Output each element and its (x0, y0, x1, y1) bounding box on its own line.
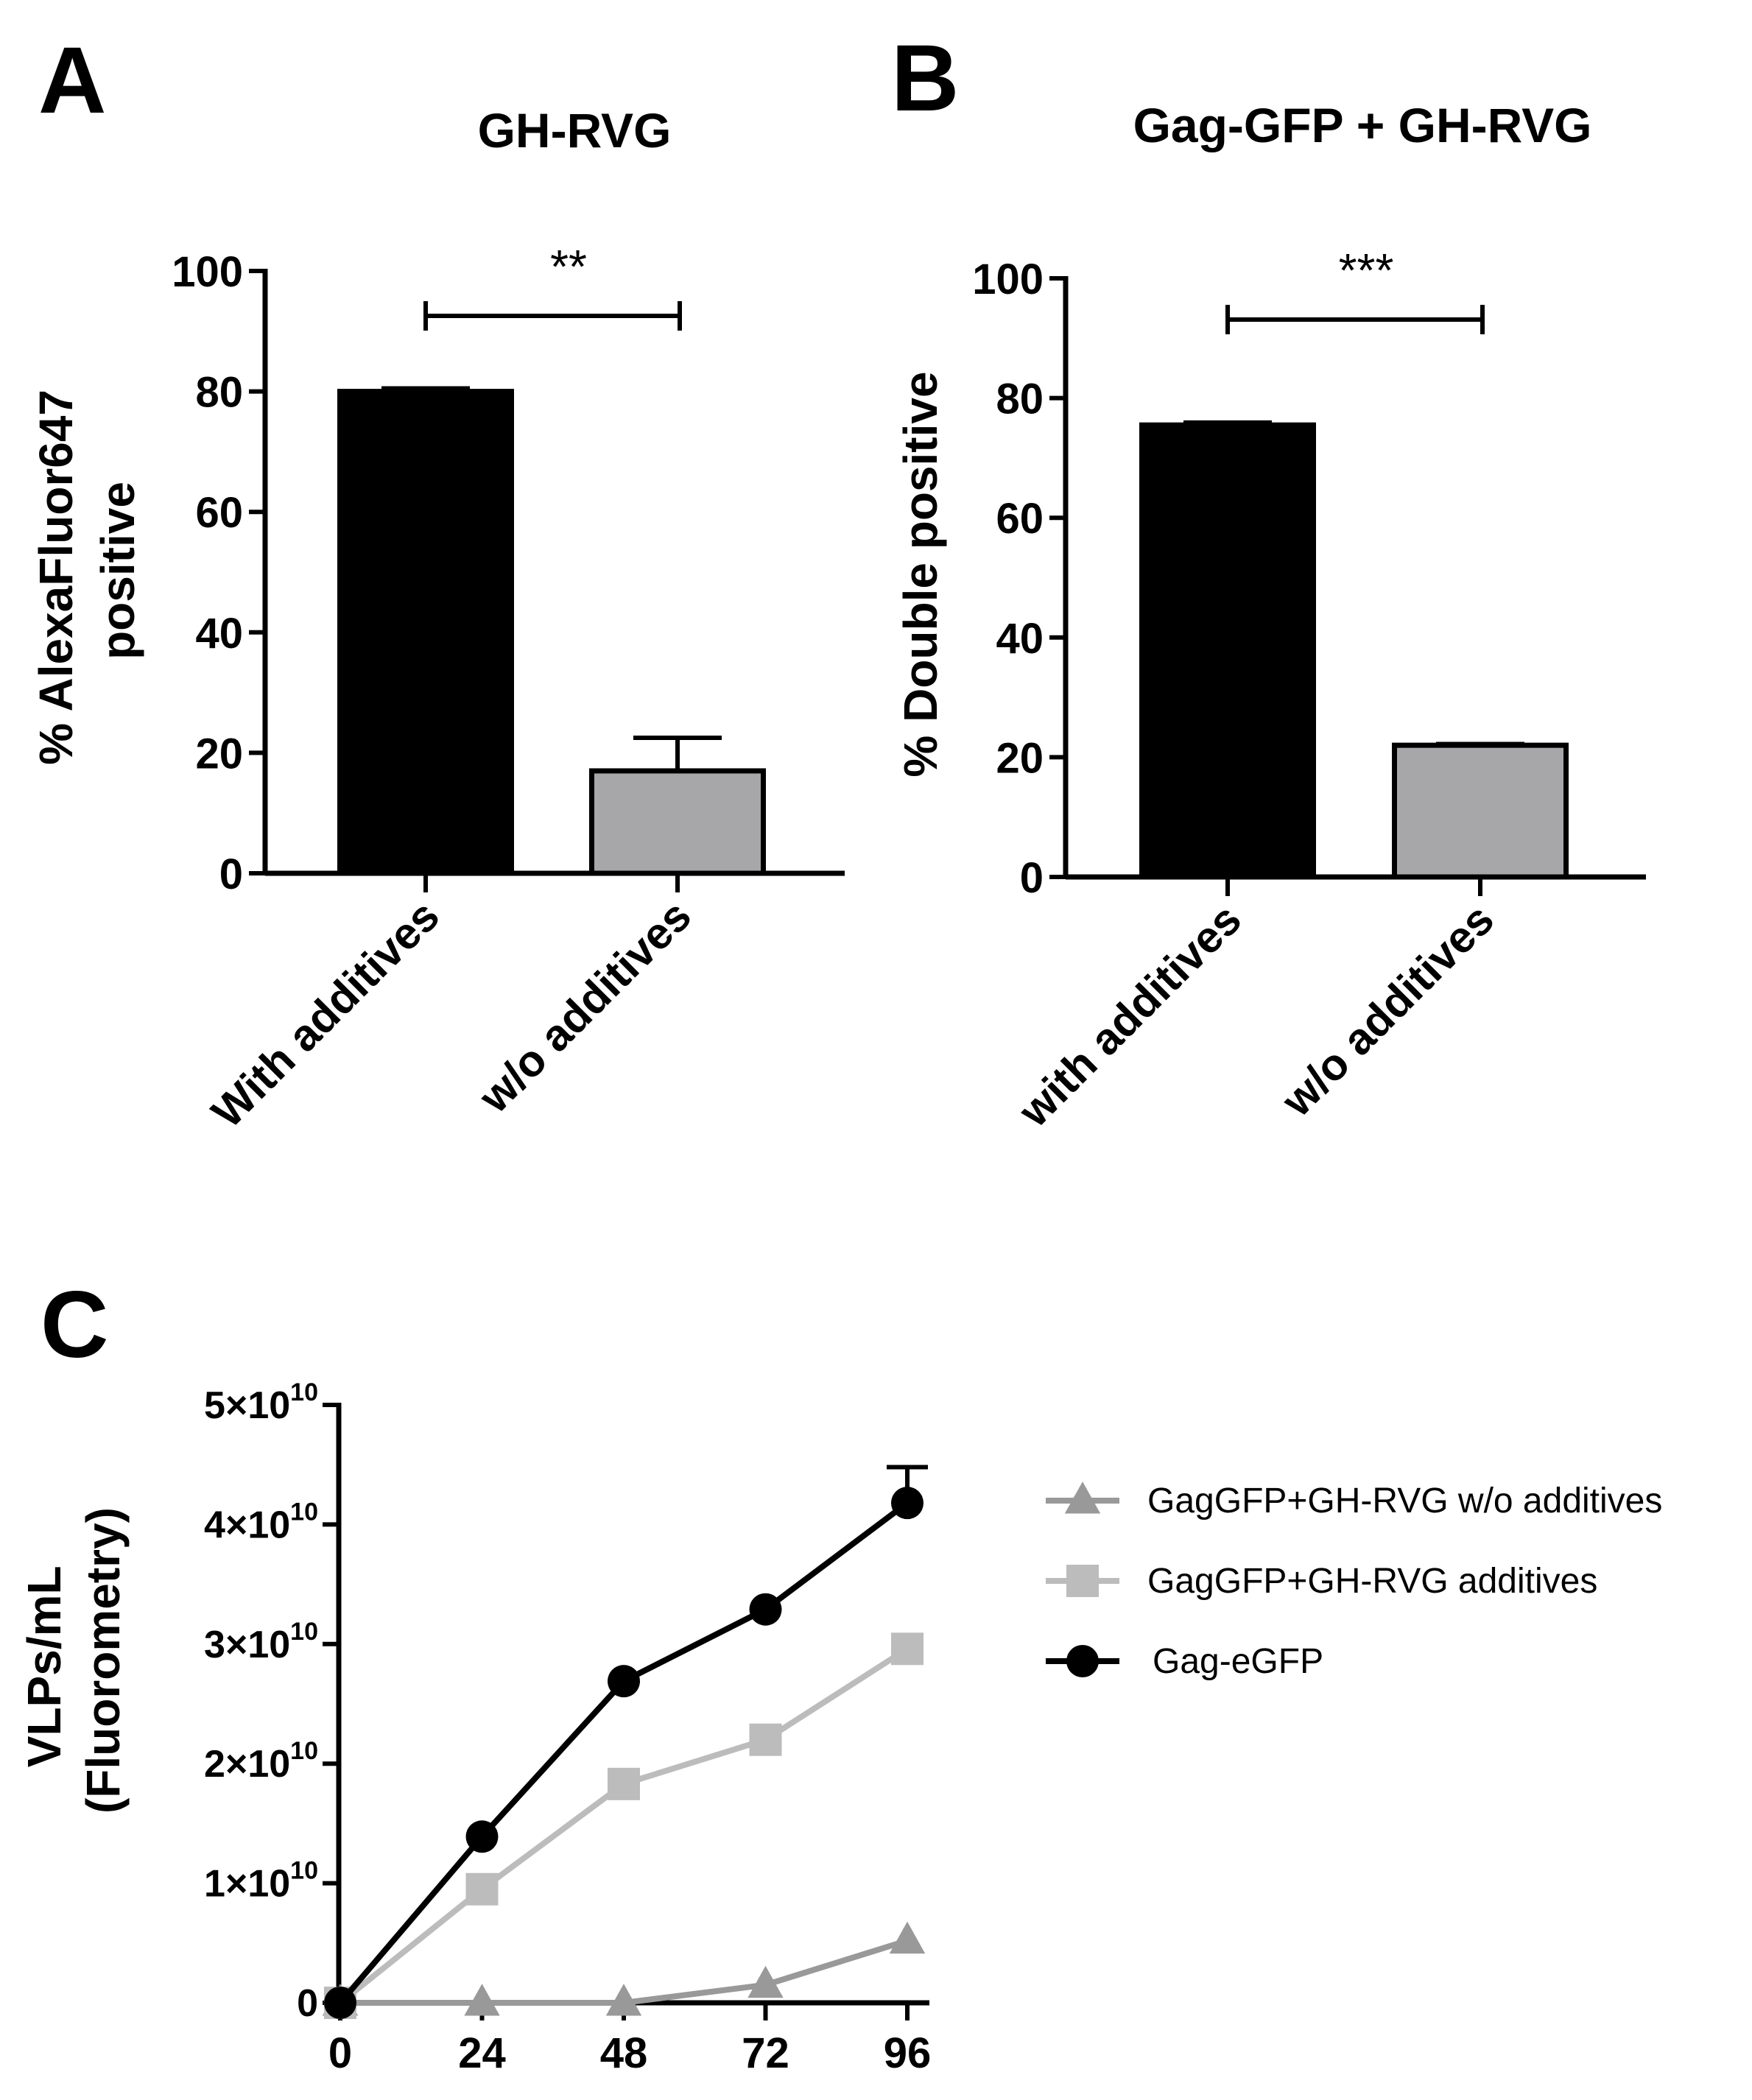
panel-c-data-point (465, 1872, 499, 1906)
panel-c-data-point (605, 1984, 642, 2016)
panel-a-y-tick-label: 40 (195, 610, 243, 658)
panel-c-y-tick-exponent: 10 (290, 1498, 318, 1526)
panel-c-legend-marker (1064, 1481, 1101, 1514)
panel-c-y-tick-base: 4×10 (204, 1504, 290, 1546)
panel-c-y-tick-exponent: 10 (290, 1857, 318, 1885)
panel-c-y-tick-exponent: 10 (290, 1737, 318, 1765)
panel-a-bar (589, 768, 766, 876)
panel-c-y-tick-label: 2×1010 (204, 1737, 318, 1786)
panel-a-bar (337, 389, 514, 876)
panel-letter-b: B (891, 26, 959, 131)
panel-c-y-tick-base: 2×10 (204, 1743, 290, 1786)
panel-b-y-tick-label: 80 (996, 376, 1044, 423)
panel-c-x-tick-label: 72 (742, 2029, 789, 2077)
panel-b-bar (1139, 422, 1316, 880)
panel-c-x-tick-label: 0 (328, 2029, 352, 2077)
panel-c-legend-label: GagGFP+GH-RVG w/o additives (1147, 1481, 1662, 1521)
panel-c-y-tick-exponent: 10 (290, 1378, 318, 1406)
panel-a-y-tick-label: 80 (195, 369, 243, 417)
panel-c-data-point (608, 1767, 640, 1800)
panel-b-y-tick-label: 20 (996, 734, 1044, 782)
panel-c-y-tick-label: 0 (297, 1982, 318, 2025)
panel-c-line-chart: VLPs/mL (Fluorometry) 01×10102×10103×101… (18, 1378, 1662, 2077)
panel-c-series-line (337, 1500, 910, 2005)
panel-b-category-label: with additives (1009, 895, 1251, 1137)
panel-c-data-point (608, 1665, 640, 1698)
panel-a-y-axis-label-line1: % AlexaFluor647 (29, 390, 82, 765)
panel-letter-a: A (38, 28, 106, 133)
panel-a-category-label: w/o additives (469, 891, 700, 1122)
panel-c-data-point (749, 1593, 782, 1626)
panel-b-category-label: w/o additives (1272, 895, 1503, 1126)
panel-c-y-axis-label-line2: (Fluorometry) (77, 1507, 130, 1814)
panel-c-y-tick-label: 4×1010 (204, 1498, 318, 1546)
panel-c-y-tick-base: 1×10 (204, 1863, 290, 1906)
panel-b-y-axis-label: % Double positive (894, 371, 947, 777)
panel-c-y-axis-label-line1: VLPs/mL (18, 1566, 71, 1767)
panel-c-y-tick-base: 3×10 (204, 1624, 290, 1666)
panel-b-significance: *** (1339, 244, 1394, 297)
panel-c-data-point (749, 1723, 782, 1756)
panel-a-y-axis-label-line2: positive (91, 482, 144, 660)
panel-c-y-tick-label: 1×1010 (204, 1857, 318, 1906)
panel-b-bar (1392, 742, 1569, 880)
panel-a-y-tick-label: 60 (195, 489, 243, 537)
panel-c-legend-label: GagGFP+GH-RVG additives (1147, 1562, 1597, 1601)
panel-c-data-point (324, 1987, 356, 2019)
panel-b-bar-chart: Gag-GFP + GH-RVG % Double positive *** 0… (894, 98, 1646, 1136)
panel-c-x-tick-label: 96 (884, 2029, 932, 2077)
panel-b-y-tick-label: 60 (996, 495, 1044, 543)
panel-b-y-tick-label: 100 (972, 256, 1044, 303)
panel-c-legend-label: Gag-eGFP (1153, 1642, 1323, 1681)
panel-c-y-tick-exponent: 10 (290, 1618, 318, 1646)
panel-b-title: Gag-GFP + GH-RVG (1133, 98, 1592, 152)
panel-b-y-tick-label: 0 (1020, 854, 1044, 902)
panel-a-title: GH-RVG (478, 103, 672, 158)
panel-c-y-tick-label: 3×1010 (204, 1618, 318, 1666)
panel-c-data-point (747, 1965, 784, 1998)
panel-c-legend-marker (1066, 1565, 1099, 1597)
panel-c-y-tick-label: 5×1010 (204, 1378, 318, 1427)
panel-c-x-tick-label: 48 (600, 2029, 648, 2077)
panel-letter-c: C (41, 1272, 108, 1378)
panel-a-y-axis-label: % AlexaFluor647 positive (29, 376, 144, 765)
panel-c-legend-marker (1066, 1645, 1099, 1677)
panel-c-y-tick-base: 0 (297, 1982, 318, 2025)
panel-a-significance: ** (550, 240, 587, 293)
panel-a-y-tick-label: 100 (172, 248, 243, 296)
panel-c-data-point (889, 1921, 926, 1954)
panel-c-data-point (464, 1984, 500, 2016)
panel-c-data-point (465, 1820, 499, 1853)
panel-a-category-label: With additives (203, 891, 449, 1138)
panel-b-y-tick-label: 40 (996, 615, 1044, 663)
panel-a-y-tick-label: 20 (195, 730, 243, 778)
panel-c-y-axis-label: VLPs/mL (Fluorometry) (18, 1507, 130, 1814)
panel-c-data-point (891, 1632, 924, 1666)
panel-c-series-line (338, 1646, 910, 2006)
panel-c-y-tick-base: 5×10 (204, 1384, 290, 1427)
panel-a-y-tick-label: 0 (219, 850, 243, 898)
panel-a-bar-chart: GH-RVG % AlexaFluor647 positive ** 0 20 40… (29, 103, 845, 1137)
panel-c-x-tick-label: 24 (458, 2029, 506, 2077)
panel-c-data-point (891, 1487, 924, 1520)
